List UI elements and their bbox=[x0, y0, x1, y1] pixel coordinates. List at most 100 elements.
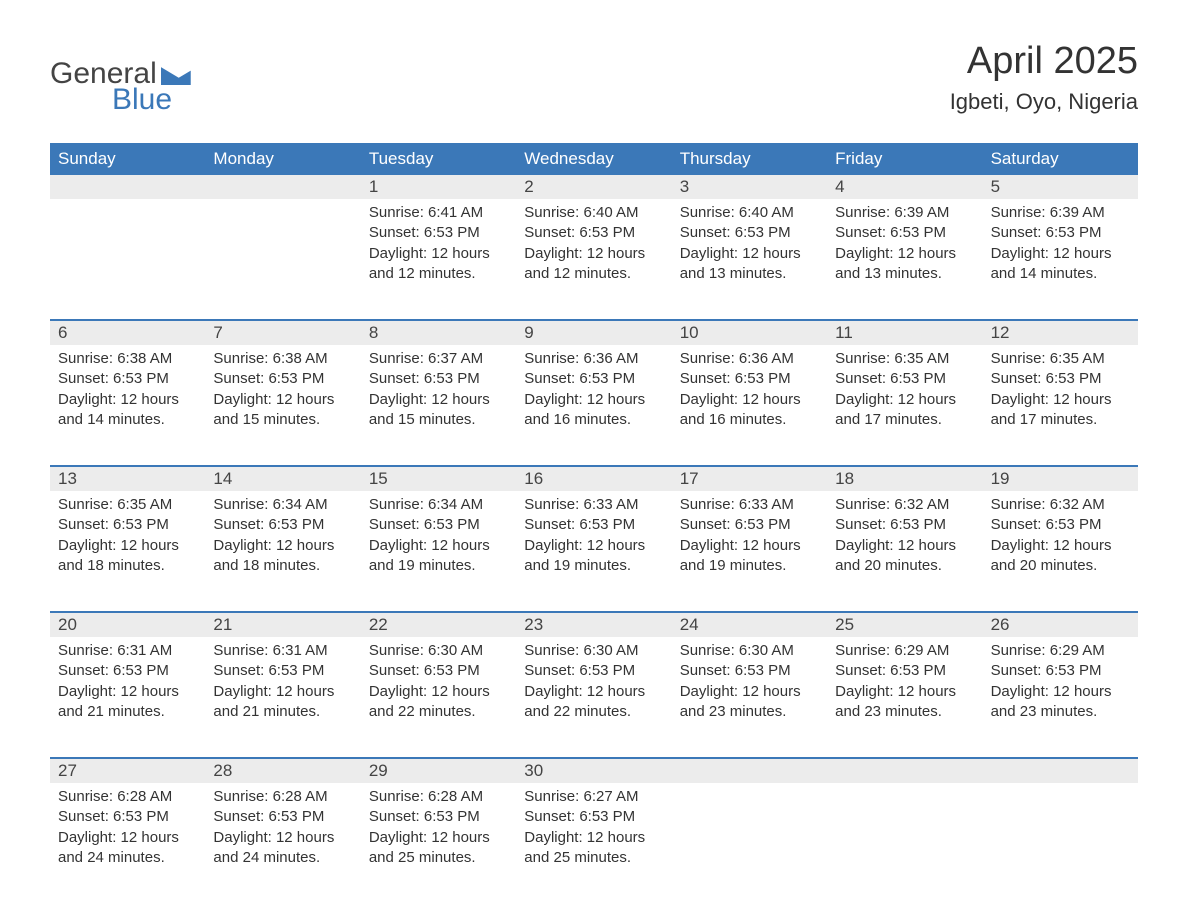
sunset-text: Sunset: 6:53 PM bbox=[680, 223, 819, 243]
daylight-text: Daylight: 12 hours and 25 minutes. bbox=[369, 828, 508, 869]
calendar-cell: Sunrise: 6:28 AMSunset: 6:53 PMDaylight:… bbox=[205, 783, 360, 883]
daylight-text: Daylight: 12 hours and 23 minutes. bbox=[680, 682, 819, 723]
calendar-cell: Sunrise: 6:28 AMSunset: 6:53 PMDaylight:… bbox=[50, 783, 205, 883]
calendar-cell: Sunrise: 6:39 AMSunset: 6:53 PMDaylight:… bbox=[827, 199, 982, 299]
header: General Blue April 2025 Igbeti, Oyo, Nig… bbox=[50, 40, 1138, 115]
calendar-daynum: 6 bbox=[50, 321, 205, 345]
calendar: SundayMondayTuesdayWednesdayThursdayFrid… bbox=[50, 143, 1138, 883]
calendar-cell: Sunrise: 6:27 AMSunset: 6:53 PMDaylight:… bbox=[516, 783, 671, 883]
daylight-text: Daylight: 12 hours and 18 minutes. bbox=[213, 536, 352, 577]
calendar-daynum: 30 bbox=[516, 759, 671, 783]
sunset-text: Sunset: 6:53 PM bbox=[524, 223, 663, 243]
sunrise-text: Sunrise: 6:41 AM bbox=[369, 203, 508, 223]
daylight-text: Daylight: 12 hours and 21 minutes. bbox=[213, 682, 352, 723]
logo: General Blue bbox=[50, 59, 191, 115]
daylight-text: Daylight: 12 hours and 23 minutes. bbox=[835, 682, 974, 723]
calendar-daynum: 21 bbox=[205, 613, 360, 637]
calendar-cell: Sunrise: 6:34 AMSunset: 6:53 PMDaylight:… bbox=[361, 491, 516, 591]
calendar-header-cell: Thursday bbox=[672, 143, 827, 175]
calendar-cell bbox=[983, 783, 1138, 883]
sunset-text: Sunset: 6:53 PM bbox=[369, 515, 508, 535]
sunrise-text: Sunrise: 6:33 AM bbox=[680, 495, 819, 515]
calendar-header-cell: Tuesday bbox=[361, 143, 516, 175]
calendar-cell: Sunrise: 6:41 AMSunset: 6:53 PMDaylight:… bbox=[361, 199, 516, 299]
daylight-text: Daylight: 12 hours and 25 minutes. bbox=[524, 828, 663, 869]
calendar-daynum: 3 bbox=[672, 175, 827, 199]
sunrise-text: Sunrise: 6:39 AM bbox=[991, 203, 1130, 223]
logo-word2: Blue bbox=[50, 85, 172, 115]
sunset-text: Sunset: 6:53 PM bbox=[991, 661, 1130, 681]
sunrise-text: Sunrise: 6:29 AM bbox=[991, 641, 1130, 661]
calendar-daynum: 29 bbox=[361, 759, 516, 783]
daylight-text: Daylight: 12 hours and 20 minutes. bbox=[991, 536, 1130, 577]
calendar-daynum: 19 bbox=[983, 467, 1138, 491]
daylight-text: Daylight: 12 hours and 14 minutes. bbox=[58, 390, 197, 431]
calendar-header-cell: Saturday bbox=[983, 143, 1138, 175]
sunset-text: Sunset: 6:53 PM bbox=[991, 223, 1130, 243]
calendar-daynum: 8 bbox=[361, 321, 516, 345]
sunrise-text: Sunrise: 6:40 AM bbox=[680, 203, 819, 223]
calendar-cell: Sunrise: 6:31 AMSunset: 6:53 PMDaylight:… bbox=[50, 637, 205, 737]
calendar-daynum: 5 bbox=[983, 175, 1138, 199]
sunrise-text: Sunrise: 6:28 AM bbox=[58, 787, 197, 807]
calendar-daynum: 7 bbox=[205, 321, 360, 345]
calendar-week: 20212223242526Sunrise: 6:31 AMSunset: 6:… bbox=[50, 611, 1138, 737]
sunset-text: Sunset: 6:53 PM bbox=[680, 369, 819, 389]
calendar-week: 27282930Sunrise: 6:28 AMSunset: 6:53 PMD… bbox=[50, 757, 1138, 883]
calendar-cell: Sunrise: 6:35 AMSunset: 6:53 PMDaylight:… bbox=[827, 345, 982, 445]
sunset-text: Sunset: 6:53 PM bbox=[680, 661, 819, 681]
sunrise-text: Sunrise: 6:29 AM bbox=[835, 641, 974, 661]
daylight-text: Daylight: 12 hours and 15 minutes. bbox=[213, 390, 352, 431]
calendar-daynum: 2 bbox=[516, 175, 671, 199]
page-title: April 2025 bbox=[950, 40, 1138, 83]
calendar-cell: Sunrise: 6:39 AMSunset: 6:53 PMDaylight:… bbox=[983, 199, 1138, 299]
sunrise-text: Sunrise: 6:31 AM bbox=[58, 641, 197, 661]
calendar-cell: Sunrise: 6:31 AMSunset: 6:53 PMDaylight:… bbox=[205, 637, 360, 737]
daylight-text: Daylight: 12 hours and 24 minutes. bbox=[58, 828, 197, 869]
calendar-week: 6789101112Sunrise: 6:38 AMSunset: 6:53 P… bbox=[50, 319, 1138, 445]
page-subtitle: Igbeti, Oyo, Nigeria bbox=[950, 89, 1138, 115]
calendar-cell: Sunrise: 6:35 AMSunset: 6:53 PMDaylight:… bbox=[983, 345, 1138, 445]
daylight-text: Daylight: 12 hours and 24 minutes. bbox=[213, 828, 352, 869]
sunset-text: Sunset: 6:53 PM bbox=[58, 515, 197, 535]
sunrise-text: Sunrise: 6:31 AM bbox=[213, 641, 352, 661]
calendar-cell bbox=[672, 783, 827, 883]
sunrise-text: Sunrise: 6:30 AM bbox=[369, 641, 508, 661]
daylight-text: Daylight: 12 hours and 19 minutes. bbox=[369, 536, 508, 577]
calendar-daynum: 18 bbox=[827, 467, 982, 491]
calendar-daynum: 25 bbox=[827, 613, 982, 637]
calendar-cell: Sunrise: 6:30 AMSunset: 6:53 PMDaylight:… bbox=[672, 637, 827, 737]
sunrise-text: Sunrise: 6:35 AM bbox=[991, 349, 1130, 369]
sunset-text: Sunset: 6:53 PM bbox=[835, 223, 974, 243]
sunset-text: Sunset: 6:53 PM bbox=[835, 515, 974, 535]
calendar-cell: Sunrise: 6:30 AMSunset: 6:53 PMDaylight:… bbox=[361, 637, 516, 737]
calendar-cell: Sunrise: 6:38 AMSunset: 6:53 PMDaylight:… bbox=[205, 345, 360, 445]
calendar-daynum: 16 bbox=[516, 467, 671, 491]
daylight-text: Daylight: 12 hours and 20 minutes. bbox=[835, 536, 974, 577]
calendar-daynum: 23 bbox=[516, 613, 671, 637]
daylight-text: Daylight: 12 hours and 18 minutes. bbox=[58, 536, 197, 577]
sunset-text: Sunset: 6:53 PM bbox=[524, 661, 663, 681]
calendar-daynum: 28 bbox=[205, 759, 360, 783]
calendar-daynum: 17 bbox=[672, 467, 827, 491]
calendar-header-row: SundayMondayTuesdayWednesdayThursdayFrid… bbox=[50, 143, 1138, 175]
calendar-daynum: 26 bbox=[983, 613, 1138, 637]
calendar-daynum: 13 bbox=[50, 467, 205, 491]
calendar-daynum bbox=[827, 759, 982, 783]
sunrise-text: Sunrise: 6:28 AM bbox=[369, 787, 508, 807]
daylight-text: Daylight: 12 hours and 23 minutes. bbox=[991, 682, 1130, 723]
daylight-text: Daylight: 12 hours and 17 minutes. bbox=[835, 390, 974, 431]
daylight-text: Daylight: 12 hours and 21 minutes. bbox=[58, 682, 197, 723]
calendar-cell: Sunrise: 6:29 AMSunset: 6:53 PMDaylight:… bbox=[827, 637, 982, 737]
sunset-text: Sunset: 6:53 PM bbox=[213, 369, 352, 389]
sunset-text: Sunset: 6:53 PM bbox=[835, 661, 974, 681]
calendar-cell: Sunrise: 6:34 AMSunset: 6:53 PMDaylight:… bbox=[205, 491, 360, 591]
calendar-daynum bbox=[983, 759, 1138, 783]
calendar-daynum: 20 bbox=[50, 613, 205, 637]
sunset-text: Sunset: 6:53 PM bbox=[369, 223, 508, 243]
calendar-daynum-row: 20212223242526 bbox=[50, 613, 1138, 637]
daylight-text: Daylight: 12 hours and 12 minutes. bbox=[369, 244, 508, 285]
sunset-text: Sunset: 6:53 PM bbox=[991, 369, 1130, 389]
calendar-cell: Sunrise: 6:32 AMSunset: 6:53 PMDaylight:… bbox=[827, 491, 982, 591]
sunset-text: Sunset: 6:53 PM bbox=[991, 515, 1130, 535]
